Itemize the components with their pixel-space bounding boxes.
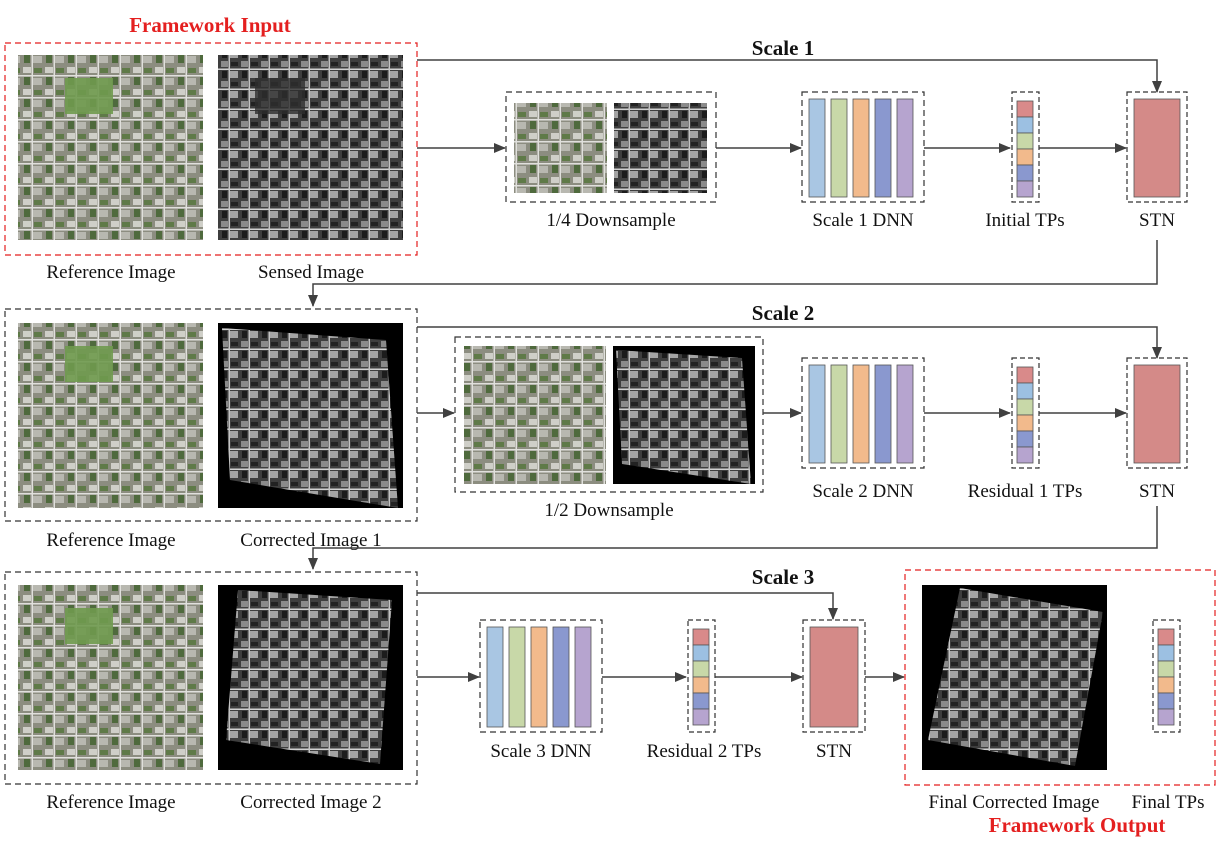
skip-arrow-1 bbox=[417, 59, 1162, 93]
sensed-image-label: Sensed Image bbox=[258, 262, 364, 283]
initial-tps-label: Initial TPs bbox=[985, 210, 1064, 231]
downsample-2-reference-thumb bbox=[464, 346, 606, 484]
dnn1-layer-5 bbox=[896, 98, 914, 198]
downsample-2-corrected-thumb bbox=[613, 346, 755, 484]
framework-input-title: Framework Input bbox=[129, 13, 291, 37]
final-tp-stack bbox=[1157, 628, 1175, 726]
framework-input-box bbox=[4, 42, 418, 256]
corrected-image-2-label: Corrected Image 2 bbox=[240, 792, 381, 813]
final-corrected-image-label: Final Corrected Image bbox=[929, 792, 1100, 813]
dnn2-layer-5 bbox=[896, 364, 914, 464]
reference-image-label-3: Reference Image bbox=[46, 792, 175, 813]
tp-stack-2 bbox=[1016, 366, 1034, 464]
connector-row1-to-row2 bbox=[308, 240, 1158, 307]
dnn-3-label: Scale 3 DNN bbox=[490, 741, 592, 762]
reference-image-label-1: Reference Image bbox=[46, 262, 175, 283]
residual-2-tps-label: Residual 2 TPs bbox=[647, 741, 762, 762]
final-corrected-image bbox=[922, 585, 1107, 770]
scale-2-title: Scale 2 bbox=[752, 301, 814, 325]
dnn3-layer-1 bbox=[486, 626, 504, 728]
reference-image-2 bbox=[18, 323, 203, 508]
reference-image-1 bbox=[18, 55, 203, 240]
dnn2-layer-4 bbox=[874, 364, 892, 464]
stn-label-2: STN bbox=[1139, 481, 1175, 502]
residual-1-tps-label: Residual 1 TPs bbox=[968, 481, 1083, 502]
dnn1-layer-3 bbox=[852, 98, 870, 198]
dnn1-layer-4 bbox=[874, 98, 892, 198]
scale-1-title: Scale 1 bbox=[752, 36, 814, 60]
stn-block-3 bbox=[809, 626, 859, 728]
stn-block-2 bbox=[1133, 364, 1181, 464]
downsample-1-reference-thumb bbox=[514, 103, 607, 193]
skip-arrow-2 bbox=[417, 326, 1162, 359]
corrected-image-1-label: Corrected Image 1 bbox=[240, 530, 381, 551]
row2-input-box bbox=[4, 308, 418, 522]
tp-stack-1 bbox=[1016, 100, 1034, 198]
corrected-image-1 bbox=[218, 323, 403, 508]
final-tp-box bbox=[1152, 619, 1181, 733]
downsample-1-label: 1/4 Downsample bbox=[546, 210, 675, 231]
framework-output-title: Framework Output bbox=[989, 813, 1166, 837]
stn-box-1 bbox=[1126, 91, 1188, 203]
dnn-box-2 bbox=[801, 357, 925, 469]
tp-box-3 bbox=[687, 619, 716, 733]
reference-image-label-2: Reference Image bbox=[46, 530, 175, 551]
tp-stack-3 bbox=[692, 628, 710, 726]
final-tps-label: Final TPs bbox=[1131, 792, 1204, 813]
downsample-box-1 bbox=[505, 91, 717, 203]
tp-box-1 bbox=[1011, 91, 1040, 203]
stn-label-3: STN bbox=[816, 741, 852, 762]
dnn1-layer-1 bbox=[808, 98, 826, 198]
dnn3-layer-5 bbox=[574, 626, 592, 728]
dnn2-layer-1 bbox=[808, 364, 826, 464]
sensed-image-1 bbox=[218, 55, 403, 240]
stn-box-3 bbox=[802, 619, 866, 733]
downsample-box-2 bbox=[454, 336, 764, 493]
dnn3-layer-4 bbox=[552, 626, 570, 728]
downsample-2-label: 1/2 Downsample bbox=[544, 500, 673, 521]
row3-input-box bbox=[4, 571, 418, 785]
stn-block-1 bbox=[1133, 98, 1181, 198]
corrected-image-2 bbox=[218, 585, 403, 770]
dnn-box-3 bbox=[479, 619, 603, 733]
dnn1-layer-2 bbox=[830, 98, 848, 198]
skip-arrow-3 bbox=[417, 592, 838, 620]
stn-label-1: STN bbox=[1139, 210, 1175, 231]
framework-output-box bbox=[904, 569, 1216, 786]
reference-image-3 bbox=[18, 585, 203, 770]
dnn2-layer-3 bbox=[852, 364, 870, 464]
stn-box-2 bbox=[1126, 357, 1188, 469]
dnn-box-1 bbox=[801, 91, 925, 203]
dnn3-layer-2 bbox=[508, 626, 526, 728]
dnn3-layer-3 bbox=[530, 626, 548, 728]
connector-row2-to-row3 bbox=[308, 506, 1158, 570]
dnn-2-label: Scale 2 DNN bbox=[812, 481, 914, 502]
downsample-1-sensed-thumb bbox=[614, 103, 707, 193]
dnn2-layer-2 bbox=[830, 364, 848, 464]
scale-3-title: Scale 3 bbox=[752, 565, 814, 589]
dnn-1-label: Scale 1 DNN bbox=[812, 210, 914, 231]
